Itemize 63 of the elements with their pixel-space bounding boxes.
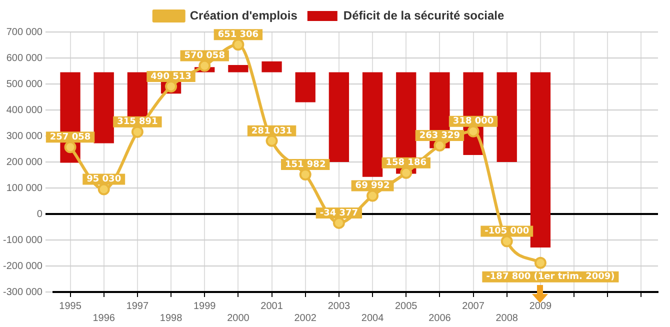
y-tick-label: 600 000 xyxy=(6,52,43,64)
x-tick-label: 2009 xyxy=(529,300,552,312)
data-label: -105 000 xyxy=(484,226,530,237)
data-label: 257 058 xyxy=(50,132,91,143)
y-tick-label: 400 000 xyxy=(6,104,43,116)
point xyxy=(434,140,446,152)
x-tick-label: 2003 xyxy=(328,300,351,312)
point xyxy=(232,38,244,51)
bar xyxy=(328,72,350,162)
data-label: 281 031 xyxy=(251,126,292,136)
x-tick-label: 2005 xyxy=(394,300,418,312)
x-tick-label: 1997 xyxy=(126,300,149,312)
y-tick-label: -100 000 xyxy=(2,234,43,246)
point xyxy=(198,60,211,72)
data-label: 570 058 xyxy=(184,51,225,62)
y-tick-label: -200 000 xyxy=(2,260,43,272)
x-tick-label: 1998 xyxy=(160,312,183,324)
x-tick-label: 1996 xyxy=(92,312,116,324)
data-label: -187 800 (1er trim. 2009) xyxy=(486,272,615,282)
data-label: 158 186 xyxy=(386,158,426,168)
point xyxy=(467,125,480,138)
x-tick-label: 2008 xyxy=(496,312,518,324)
bar xyxy=(94,72,114,144)
x-tick-label: 1999 xyxy=(193,300,216,312)
bar xyxy=(496,72,517,162)
x-tick-label: 2002 xyxy=(294,312,317,324)
y-tick-label: 200 000 xyxy=(6,156,43,168)
point xyxy=(266,134,278,147)
y-tick-label: 0 xyxy=(36,208,43,220)
legend-label: Déficit de la sécurité sociale xyxy=(343,8,504,22)
data-label: 318 000 xyxy=(452,116,494,127)
x-tick-label: 1995 xyxy=(59,300,82,312)
x-tick-label: 2000 xyxy=(227,312,250,324)
data-label: 651 306 xyxy=(218,30,259,40)
x-tick-label: 2001 xyxy=(260,300,284,312)
bar xyxy=(362,72,383,177)
data-label: 263 329 xyxy=(419,130,460,141)
bar xyxy=(262,61,282,72)
data-label: -34 377 xyxy=(320,208,358,218)
y-tick-label: 500 000 xyxy=(6,78,43,90)
bar xyxy=(228,65,248,72)
data-label: 315 891 xyxy=(117,117,158,128)
point xyxy=(400,166,412,179)
bar xyxy=(295,72,316,102)
point xyxy=(500,235,513,248)
point xyxy=(131,126,144,138)
y-tick-label: 700 000 xyxy=(6,26,43,38)
data-label: 95 030 xyxy=(86,174,122,185)
point xyxy=(64,141,76,154)
x-tick-label: 2007 xyxy=(462,300,485,312)
bar xyxy=(530,72,551,248)
data-label: 69 992 xyxy=(355,181,390,192)
y-tick-label: -300 000 xyxy=(2,286,43,298)
x-tick-label: 2004 xyxy=(361,312,384,324)
point xyxy=(534,256,546,269)
point xyxy=(98,183,110,196)
y-tick-label: 300 000 xyxy=(6,130,43,142)
y-tick-label: 100 000 xyxy=(6,182,43,194)
point xyxy=(366,190,379,202)
data-label: 151 982 xyxy=(285,160,326,170)
x-tick-label: 2006 xyxy=(428,312,452,324)
legend-label: Création d'emplois xyxy=(190,8,298,22)
data-label: 490 513 xyxy=(150,72,192,82)
